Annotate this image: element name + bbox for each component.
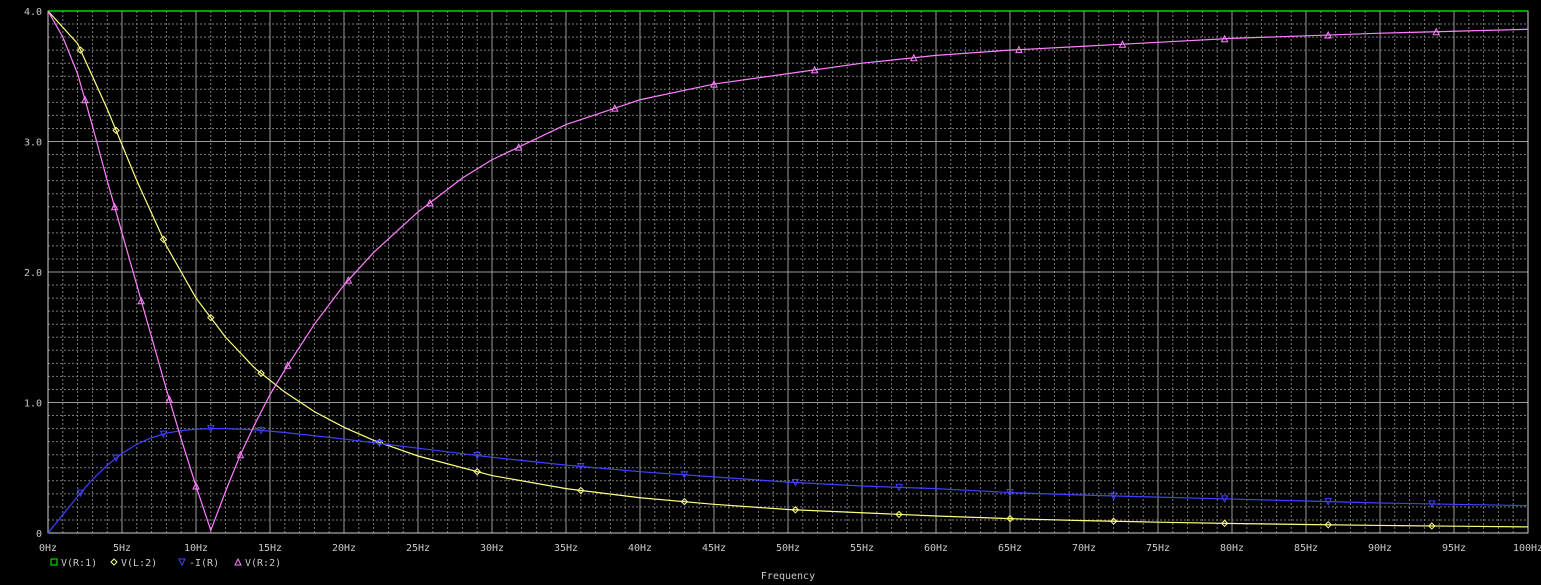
data-point-marker — [1432, 27, 1441, 36]
data-point-marker — [1324, 521, 1332, 529]
series-i-r — [47, 425, 1529, 534]
axis-ticks: 0Hz 5Hz 10Hz 15Hz 20Hz 25Hz 30Hz 35Hz 40Hz 45Hz 50… — [24, 7, 1541, 554]
series-v-r-2 — [47, 10, 1529, 533]
data-point-marker — [611, 104, 619, 112]
x-tick-label: 25Hz — [406, 543, 430, 554]
data-point-marker — [1324, 498, 1333, 506]
data-point-marker — [1428, 522, 1436, 530]
legend-label: V(R:2) — [245, 558, 281, 569]
data-point-marker — [110, 202, 119, 211]
x-tick-label: 30Hz — [480, 543, 504, 554]
data-point-marker — [909, 53, 918, 62]
data-point-marker — [1220, 519, 1229, 528]
x-tick-label: 95Hz — [1442, 543, 1466, 554]
grid — [47, 10, 1529, 534]
data-point-marker — [207, 313, 215, 322]
data-point-marker — [1109, 517, 1118, 525]
x-tick-label: 20Hz — [332, 543, 356, 554]
x-tick-label: 90Hz — [1368, 543, 1392, 554]
data-point-marker — [680, 471, 689, 479]
data-point-marker — [112, 454, 120, 463]
x-tick-label: 55Hz — [850, 543, 874, 554]
data-point-marker — [791, 506, 800, 514]
x-tick-label: 5Hz — [113, 543, 131, 554]
data-point-marker — [344, 276, 353, 284]
data-point-marker — [1427, 500, 1436, 509]
legend-marker — [178, 558, 186, 567]
x-tick-label: 75Hz — [1146, 543, 1170, 554]
data-point-marker — [1109, 492, 1118, 501]
data-point-marker — [1220, 495, 1229, 503]
series-line — [47, 428, 1529, 534]
x-tick-label: 45Hz — [702, 543, 726, 554]
data-point-marker — [159, 430, 168, 439]
y-tick-label: 4.0 — [24, 7, 42, 18]
data-point-marker — [576, 462, 585, 471]
data-point-marker — [112, 126, 120, 135]
data-point-marker — [1324, 30, 1333, 39]
y-tick-label: 3.0 — [24, 138, 42, 149]
data-point-marker — [76, 489, 85, 498]
data-point-marker — [810, 65, 819, 74]
data-point-marker — [1015, 45, 1023, 54]
data-point-marker — [1006, 514, 1014, 523]
legend-label: V(R:1) — [61, 558, 97, 569]
data-point-marker — [137, 296, 146, 305]
x-tick-label: 85Hz — [1294, 543, 1318, 554]
legend-label: V(L:2) — [121, 558, 157, 569]
x-tick-label: 15Hz — [258, 543, 282, 554]
x-tick-label: 80Hz — [1220, 543, 1244, 554]
data-point-marker — [257, 426, 265, 435]
data-point-marker — [81, 95, 89, 104]
y-tick-label: 1.0 — [24, 399, 42, 410]
data-point-marker — [206, 425, 215, 433]
legend-marker — [50, 558, 58, 566]
data-point-marker — [680, 497, 689, 506]
data-point-marker — [791, 478, 800, 487]
x-tick-label: 35Hz — [554, 543, 578, 554]
data-point-marker — [514, 142, 523, 151]
legend-label: -I(R) — [189, 558, 219, 569]
data-point-marker — [895, 510, 903, 519]
x-axis-label: Frequency — [761, 571, 815, 582]
x-tick-label: 60Hz — [924, 543, 948, 554]
x-tick-label: 50Hz — [776, 543, 800, 554]
x-tick-label: 0Hz — [39, 543, 57, 554]
y-tick-label: 0 — [36, 529, 42, 540]
data-point-marker — [473, 467, 481, 476]
x-tick-label: 10Hz — [184, 543, 208, 554]
data-point-marker — [236, 450, 245, 459]
legend-marker — [110, 558, 118, 566]
x-tick-label: 100Hz — [1513, 543, 1541, 554]
data-point-marker — [1006, 489, 1014, 497]
series-v-l-2 — [47, 10, 1529, 530]
data-point-marker — [257, 369, 265, 377]
data-point-marker — [473, 451, 482, 460]
legend-marker — [234, 557, 242, 566]
y-tick-label: 2.0 — [24, 268, 42, 279]
data-point-marker — [165, 395, 174, 403]
series-line — [47, 10, 1529, 533]
data-point-marker — [159, 235, 168, 244]
data-point-marker — [283, 361, 292, 369]
data-point-marker — [895, 483, 903, 492]
data-point-marker — [1118, 40, 1127, 48]
series-layer — [47, 10, 1529, 534]
data-point-marker — [426, 198, 434, 207]
data-point-marker — [375, 439, 384, 448]
data-point-marker — [710, 79, 718, 88]
data-point-marker — [76, 46, 85, 54]
x-tick-label: 40Hz — [628, 543, 652, 554]
data-point-marker — [577, 486, 585, 495]
data-point-marker — [1220, 34, 1229, 43]
data-point-marker — [192, 481, 200, 490]
legend: V(R:1) V(L:2) -I(R) V(R:2) — [50, 557, 281, 569]
series-line — [47, 10, 1529, 528]
x-tick-label: 70Hz — [1072, 543, 1096, 554]
x-tick-label: 65Hz — [998, 543, 1022, 554]
